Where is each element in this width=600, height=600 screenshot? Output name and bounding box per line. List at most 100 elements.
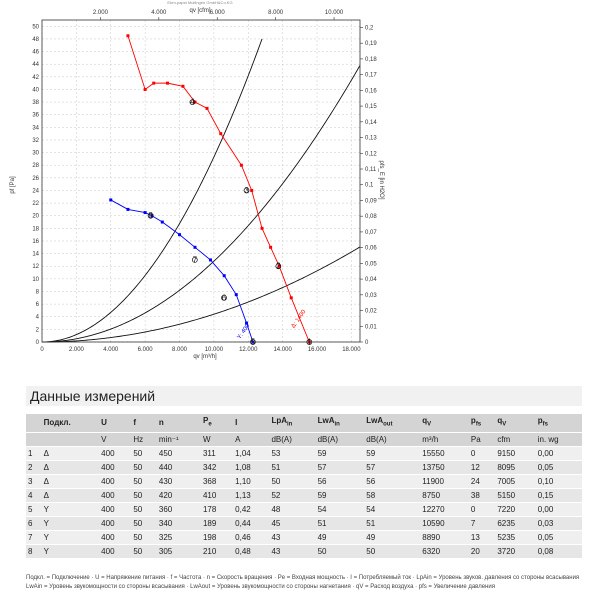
y-left-tick-label: 40	[32, 87, 39, 93]
y-right-tick-label: 0,1	[365, 183, 374, 189]
table-cell: 13	[468, 530, 496, 545]
table-unit-cell: A	[233, 432, 270, 447]
table-cell: 43	[269, 530, 316, 545]
y-right-tick-label: 0,15	[365, 104, 377, 110]
y-right-tick-label: 0,12	[365, 151, 377, 157]
table-cell: 400	[99, 488, 132, 503]
table-unit-cell	[41, 432, 100, 447]
y-left-tick-label: 44	[32, 62, 39, 68]
table-cell: 49	[364, 530, 421, 545]
table-cell: 50	[131, 544, 157, 559]
table-unit-cell: dB(A)	[315, 432, 365, 447]
table-unit-cell: in. wg	[535, 432, 582, 447]
y-left-tick-label: 12	[32, 264, 39, 270]
legend-footnote: Подкл. = Подключение · U = Напряжение пи…	[26, 574, 582, 592]
series-point	[160, 220, 164, 224]
table-cell: 51	[269, 460, 316, 475]
table-cell: 400	[99, 502, 132, 517]
table-cell: 54	[315, 502, 365, 517]
table-cell: 1,13	[233, 488, 270, 503]
table-cell: 400	[99, 530, 132, 545]
table-cell: 12270	[420, 502, 469, 517]
table-cell: 0,46	[233, 530, 270, 545]
table-cell: 59	[315, 488, 365, 503]
x-bottom-tick-label: 12.000	[239, 347, 258, 353]
x-top-axis-label: qv [cfm]	[189, 8, 210, 14]
table-cell: 56	[315, 474, 365, 489]
table-cell: 340	[156, 516, 201, 531]
system-curve	[41, 65, 361, 343]
series-point	[234, 293, 238, 297]
table-cell: 56	[364, 474, 421, 489]
y-right-tick-label: 0,04	[365, 277, 377, 283]
table-cell: 0	[468, 446, 496, 461]
table-cell: 410	[200, 488, 234, 503]
series-point	[222, 274, 226, 278]
footnote-line-2: LwAin = Уровень звукомощности со стороны…	[26, 584, 495, 590]
table-unit-cell: Hz	[131, 432, 157, 447]
series-point	[277, 264, 281, 268]
table-cell: 0	[468, 502, 496, 517]
table-cell: 13750	[420, 460, 469, 475]
y-right-tick-label: 0	[365, 340, 369, 346]
table-cell: 49	[315, 530, 365, 545]
table-cell: 50	[131, 530, 157, 545]
table-cell: 0,10	[535, 474, 582, 489]
table-cell: 52	[269, 488, 316, 503]
series-point	[150, 214, 154, 218]
table-header-cell: f	[131, 414, 157, 433]
table-cell: 0,48	[233, 544, 270, 559]
table-row: 7 Y 400 50 325 198 0,46 43 49 49 8890 13 5235 0,05	[26, 530, 582, 545]
series-point	[152, 81, 156, 85]
y-left-tick-label: 34	[32, 125, 39, 131]
y-right-tick-label: 0,11	[365, 167, 377, 173]
x-bottom-tick-label: 4.000	[103, 347, 119, 353]
y-right-tick-label: 0,14	[365, 120, 377, 126]
series-point	[181, 84, 185, 88]
operating-point-marker	[147, 212, 154, 219]
table-cell: Δ	[41, 488, 100, 503]
table-cell: 5	[26, 502, 42, 517]
y-left-axis-label: pf [Pa]	[10, 176, 16, 194]
x-bottom-tick-label: 14.000	[273, 347, 292, 353]
table-cell: 43	[269, 544, 316, 559]
series-point	[239, 163, 243, 167]
table-cell: 198	[200, 530, 234, 545]
table-cell: 1,10	[233, 474, 270, 489]
table-cell: 0,15	[535, 488, 582, 503]
table-cell: 360	[156, 502, 201, 517]
chart-header-text: Ebm-papst Мulfingen GmbH&Co.KG	[167, 0, 232, 5]
table-cell: 24	[468, 474, 496, 489]
plot-frame	[41, 19, 361, 343]
y-right-tick-label: 0,2	[365, 25, 374, 31]
table-cell: 400	[99, 460, 132, 475]
y-right-tick-label: 0,01	[365, 324, 377, 330]
table-header-cell: Pe	[200, 414, 234, 433]
x-top-tick-label: 2.000	[93, 10, 109, 16]
plot-area	[42, 20, 360, 342]
table-cell: 8095	[495, 460, 536, 475]
table-cell: 8890	[420, 530, 469, 545]
y-right-tick-label: 0,07	[365, 230, 377, 236]
table-cell: 50	[131, 502, 157, 517]
series-point	[208, 258, 212, 262]
table-row: 4 Δ 400 50 420 410 1,13 52 59 58 8750 38 5150 0,15	[26, 488, 582, 503]
table-cell: Y	[41, 544, 100, 559]
table-cell: 59	[315, 446, 365, 461]
table-cell: 7005	[495, 474, 536, 489]
table-cell: Y	[41, 530, 100, 545]
system-curve	[41, 246, 361, 343]
table-cell: 6235	[495, 516, 536, 531]
table-cell: 430	[156, 474, 201, 489]
y-left-tick-label: 18	[32, 226, 39, 232]
table-cell: 50	[131, 446, 157, 461]
y-left-tick-label: 4	[36, 315, 40, 321]
table-cell: 400	[99, 516, 132, 531]
system-curve	[41, 38, 263, 343]
table-cell: Δ	[41, 474, 100, 489]
table-cell: 9150	[495, 446, 536, 461]
table-row: 1 Δ 400 50 450 311 1,04 53 59 59 15550 0 9150 0,00	[26, 446, 582, 461]
